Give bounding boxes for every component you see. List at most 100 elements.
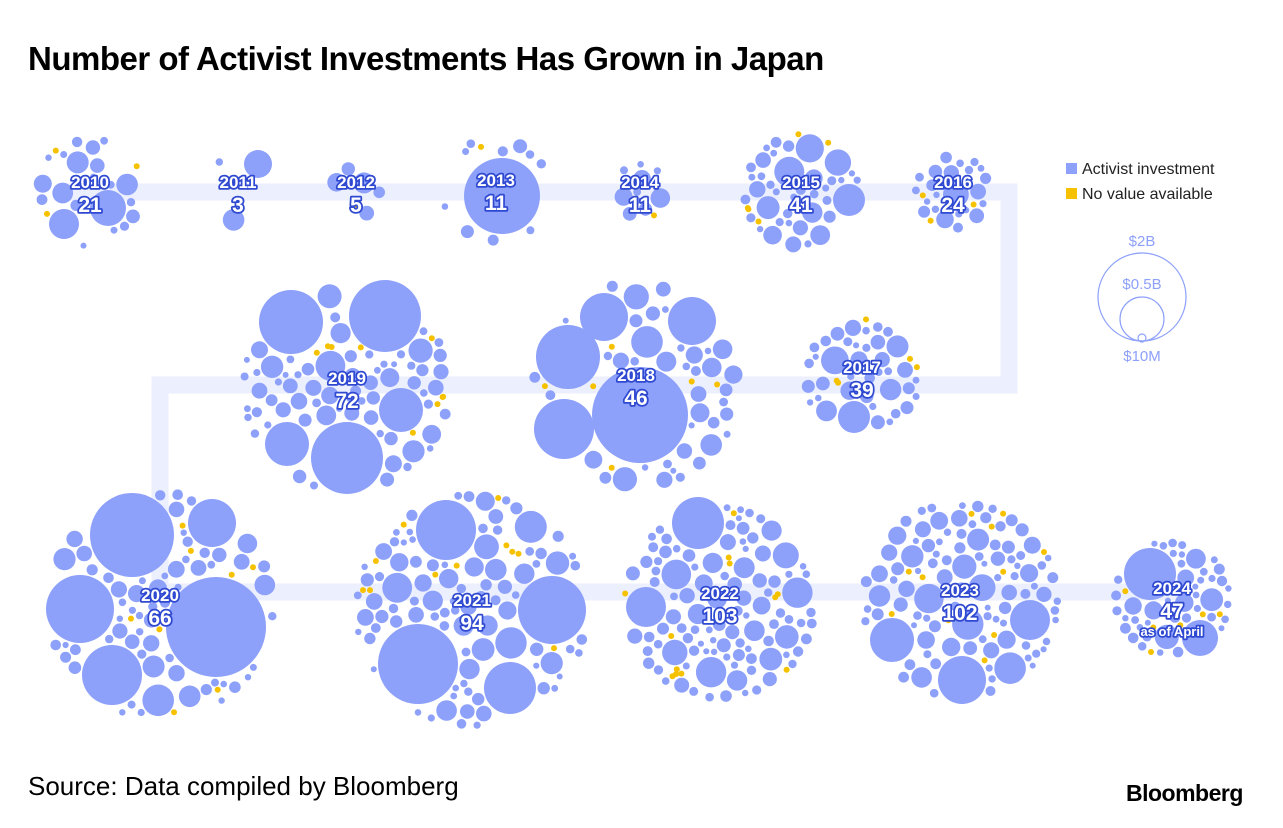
investment-bubble-2015-40 [804, 240, 812, 248]
year-label-2019: 2019 [328, 369, 366, 388]
investment-bubble-2023-78 [861, 617, 870, 626]
investment-bubble-2011-3 [222, 209, 245, 231]
investment-bubble-2023-80 [943, 607, 951, 614]
investment-bubble-2022-45 [720, 690, 732, 702]
investment-bubble-2021-33 [460, 704, 475, 719]
investment-bubble-2019-29 [344, 368, 361, 385]
investment-bubble-2024-24 [1131, 616, 1139, 624]
investment-bubble-2023-54 [1032, 649, 1041, 658]
investment-bubble-2010-7 [116, 173, 138, 196]
investment-bubble-2010-20 [70, 199, 82, 211]
investment-bubble-2022-102 [745, 645, 752, 653]
investment-bubble-2021-15 [365, 593, 383, 610]
investment-bubble-2019-62 [243, 356, 250, 363]
investment-bubble-2021-36 [439, 621, 450, 631]
no-value-marker-2022-12 [730, 510, 737, 517]
investment-bubble-2014-10 [620, 166, 628, 175]
investment-bubble-2019-22 [366, 391, 380, 405]
investment-bubble-2019-3 [311, 422, 383, 494]
investment-bubble-2024-13 [1186, 548, 1206, 569]
year-label-2023: 2023 [941, 581, 979, 600]
no-value-marker-2024-6 [1199, 611, 1206, 618]
investment-bubble-2013-11 [526, 226, 535, 235]
investment-bubble-2015-3 [824, 149, 852, 176]
investment-bubble-2015-27 [740, 194, 751, 205]
investment-bubble-2022-86 [661, 677, 670, 685]
investment-bubble-2022-20 [763, 635, 774, 647]
no-value-marker-2016-2 [919, 192, 926, 199]
bubble-layer [33, 131, 1232, 729]
count-label-2015: 41 [789, 194, 813, 217]
investment-bubble-2023-44 [917, 506, 926, 515]
investment-bubble-2019-55 [350, 385, 362, 397]
investment-bubble-2018-29 [603, 351, 613, 361]
count-label-2018: 46 [624, 387, 647, 410]
investment-bubble-2023-61 [950, 601, 960, 611]
investment-bubble-2019-26 [321, 386, 339, 405]
investment-bubble-2023-18 [952, 554, 977, 579]
investment-bubble-2021-77 [461, 647, 471, 657]
investment-bubble-2020-42 [68, 661, 82, 674]
investment-bubble-2023-64 [992, 615, 1000, 623]
investment-bubble-2024-9 [1213, 563, 1225, 575]
investment-bubble-2023-20 [930, 658, 942, 670]
investment-bubble-2020-55 [105, 634, 114, 644]
bloomberg-logo: Bloomberg [1126, 780, 1243, 806]
investment-bubble-2024-36 [1111, 590, 1122, 601]
investment-bubble-2020-41 [218, 697, 225, 704]
investment-bubble-2022-7 [784, 615, 794, 624]
investment-bubble-2019-18 [408, 338, 433, 363]
investment-bubble-2016-5 [970, 183, 986, 200]
investment-bubble-2014-1 [633, 170, 651, 188]
investment-bubble-2022-63 [739, 538, 747, 545]
investment-bubble-2019-13 [251, 382, 268, 399]
investment-bubble-2021-42 [364, 632, 376, 645]
investment-bubble-2017-34 [806, 399, 814, 406]
investment-bubble-2017-8 [844, 319, 862, 336]
investment-bubble-2023-2 [1010, 600, 1050, 640]
investment-bubble-2021-44 [514, 563, 535, 584]
investment-bubble-2022-98 [649, 577, 660, 587]
investment-bubble-2021-71 [409, 596, 419, 606]
investment-bubble-2022-46 [659, 545, 672, 559]
investment-bubble-2021-62 [497, 579, 512, 594]
investment-bubble-2022-101 [742, 689, 749, 697]
investment-bubble-2021-56 [535, 547, 547, 560]
investment-bubble-2015-26 [785, 219, 793, 227]
investment-bubble-2021-24 [471, 638, 495, 661]
investment-bubble-2023-82 [923, 614, 931, 622]
no-value-marker-2020-2 [128, 615, 134, 622]
investment-bubble-2021-55 [439, 607, 450, 618]
investment-bubble-2021-40 [537, 682, 550, 695]
investment-bubble-2023-53 [863, 605, 872, 613]
investment-bubble-2018-38 [663, 459, 672, 469]
investment-bubble-2014-6 [614, 187, 633, 206]
investment-bubble-2022-79 [691, 563, 699, 571]
no-value-marker-2020-5 [250, 564, 256, 571]
investment-bubble-2020-7 [155, 490, 166, 501]
no-value-marker-2024-2 [1122, 588, 1129, 595]
investment-bubble-2019-47 [310, 481, 318, 490]
no-value-marker-2022-4 [673, 666, 680, 673]
investment-bubble-2023-47 [1037, 561, 1047, 570]
investment-bubble-2021-74 [569, 552, 577, 560]
investment-bubble-2019-9 [317, 284, 342, 309]
investment-bubble-2013-5 [513, 139, 528, 154]
investment-bubble-2021-30 [570, 560, 581, 571]
investment-bubble-2018-21 [612, 467, 638, 492]
no-value-marker-2020-3 [179, 522, 186, 529]
investment-bubble-2023-26 [914, 583, 944, 614]
investment-bubble-2024-7 [1177, 569, 1195, 587]
investment-bubble-2021-43 [472, 692, 485, 706]
investment-bubble-2015-32 [822, 195, 832, 205]
investment-bubble-2020-32 [168, 501, 185, 518]
investment-bubble-2022-93 [796, 618, 806, 628]
investment-bubble-2019-20 [384, 431, 398, 446]
investment-bubble-2020-35 [118, 598, 127, 607]
investment-bubble-2024-27 [1199, 567, 1208, 576]
chart-title: Number of Activist Investments Has Grown… [28, 40, 824, 77]
investment-bubble-2023-87 [927, 503, 937, 513]
investment-bubble-2017-9 [879, 378, 902, 401]
no-value-marker-2023-5 [919, 574, 926, 581]
investment-bubble-2021-39 [414, 574, 432, 592]
